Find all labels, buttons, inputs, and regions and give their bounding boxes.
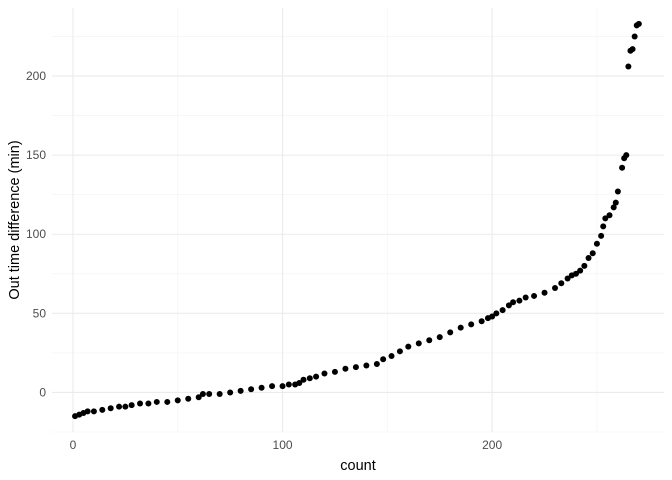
- data-point: [227, 389, 234, 396]
- data-point: [373, 360, 380, 367]
- data-point: [342, 365, 349, 372]
- y-axis-title: Out time difference (min): [7, 140, 23, 299]
- data-point: [541, 289, 548, 296]
- data-point: [610, 204, 617, 211]
- data-point: [585, 254, 592, 261]
- y-tick-label: 150: [26, 148, 46, 162]
- data-point: [499, 307, 506, 314]
- data-point: [505, 302, 512, 309]
- x-tick-label: 100: [273, 438, 293, 452]
- data-point: [468, 321, 475, 328]
- data-point: [137, 400, 144, 407]
- data-point: [619, 164, 626, 171]
- data-point: [593, 240, 600, 247]
- data-point: [614, 188, 621, 195]
- data-point: [415, 340, 422, 347]
- data-point: [306, 375, 313, 382]
- data-point: [258, 384, 265, 391]
- data-point: [331, 368, 338, 375]
- data-point: [516, 297, 523, 304]
- data-point: [629, 46, 636, 53]
- y-tick-label: 200: [26, 69, 46, 83]
- data-point: [174, 397, 181, 404]
- data-point: [589, 250, 596, 257]
- data-point: [279, 383, 286, 390]
- data-point: [577, 267, 584, 274]
- data-point: [510, 299, 517, 306]
- data-point: [300, 376, 307, 383]
- data-point: [564, 275, 571, 282]
- data-point: [237, 387, 244, 394]
- data-point: [598, 232, 605, 239]
- data-point: [145, 400, 152, 407]
- data-point: [405, 343, 412, 350]
- data-point: [602, 215, 609, 222]
- data-point: [195, 394, 202, 401]
- data-point: [285, 381, 292, 388]
- data-point: [606, 212, 613, 219]
- data-point: [313, 373, 320, 380]
- data-point: [581, 262, 588, 269]
- data-point: [552, 285, 559, 292]
- data-point: [489, 313, 496, 320]
- data-point: [185, 395, 192, 402]
- data-point: [84, 408, 91, 415]
- data-point: [380, 356, 387, 363]
- data-point: [296, 379, 303, 386]
- data-point: [388, 353, 395, 360]
- y-tick-label: 50: [33, 306, 47, 320]
- data-point: [631, 33, 638, 40]
- data-point: [623, 152, 630, 159]
- data-point: [493, 310, 500, 317]
- data-point: [625, 63, 632, 70]
- data-point: [396, 348, 403, 355]
- data-point: [478, 318, 485, 325]
- data-point: [558, 280, 565, 287]
- data-point: [107, 405, 114, 412]
- data-point: [600, 223, 607, 230]
- data-point: [153, 398, 160, 405]
- data-point: [436, 334, 443, 341]
- data-point: [206, 391, 213, 398]
- data-point: [269, 383, 276, 390]
- data-point: [426, 337, 433, 344]
- data-point: [216, 391, 223, 398]
- data-point: [199, 391, 206, 398]
- minor-gridlines: [52, 8, 664, 433]
- data-point: [116, 403, 123, 410]
- data-point: [363, 362, 370, 369]
- data-point: [352, 364, 359, 371]
- data-point: [457, 324, 464, 331]
- y-axis-tick-labels: 0 50 100 150 200: [26, 69, 46, 399]
- data-point: [572, 270, 579, 277]
- data-point: [522, 294, 529, 301]
- data-points: [72, 20, 642, 420]
- data-point: [612, 199, 619, 206]
- major-gridlines: [52, 8, 664, 432]
- y-tick-label: 100: [26, 227, 46, 241]
- y-tick-label: 0: [39, 385, 46, 399]
- data-point: [122, 403, 129, 410]
- data-point: [321, 370, 328, 377]
- data-point: [90, 408, 97, 415]
- x-tick-label: 0: [70, 438, 77, 452]
- x-axis-tick-labels: 0 100 200: [70, 438, 503, 452]
- data-point: [248, 386, 255, 393]
- data-point: [128, 402, 135, 409]
- x-tick-label: 200: [482, 438, 502, 452]
- data-point: [447, 329, 454, 336]
- data-point: [99, 406, 106, 413]
- data-point: [164, 398, 171, 405]
- data-point: [531, 292, 538, 299]
- x-axis-title: count: [340, 458, 375, 474]
- data-point: [635, 20, 642, 27]
